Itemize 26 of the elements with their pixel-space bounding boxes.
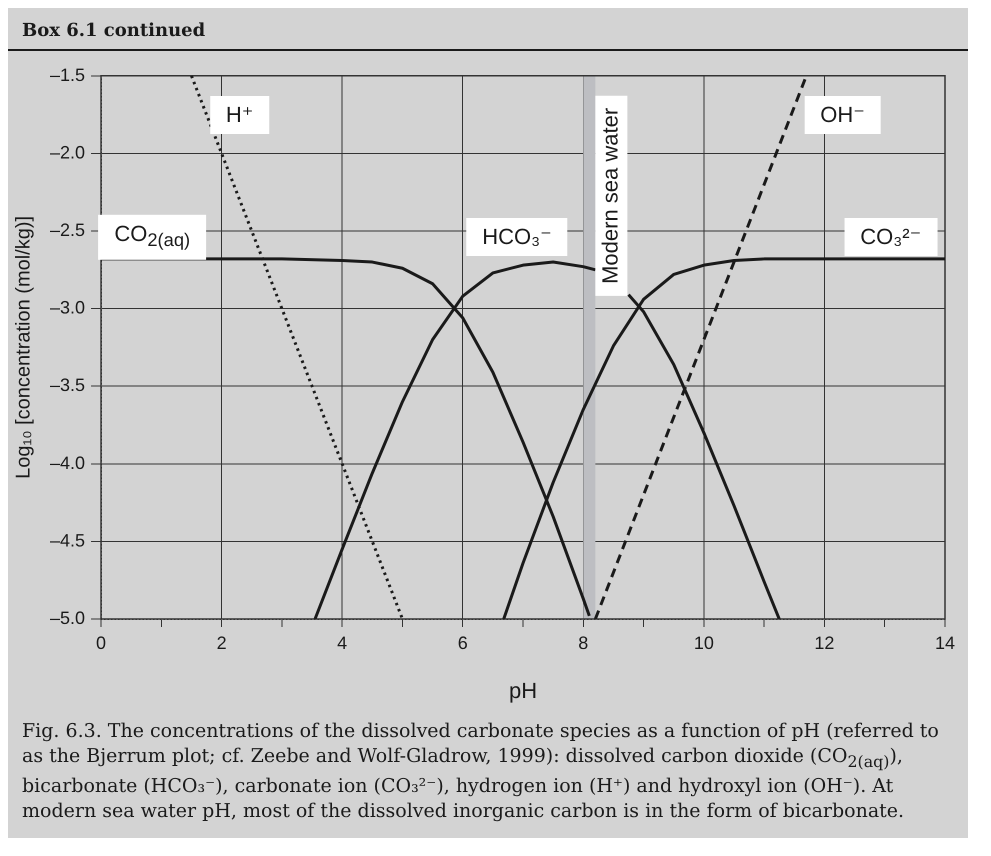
band-label: Modern sea water bbox=[597, 108, 622, 284]
x-tick-label: 6 bbox=[458, 632, 468, 653]
x-tick-label: 8 bbox=[578, 632, 588, 653]
series-label: HCO₃⁻ bbox=[466, 218, 568, 256]
y-tick-label: –2.5 bbox=[50, 220, 86, 240]
x-tick-label: 4 bbox=[337, 632, 348, 653]
y-tick-label: –3.0 bbox=[50, 298, 86, 318]
x-tick-label: 10 bbox=[694, 632, 714, 653]
y-tick-label: –4.5 bbox=[50, 530, 86, 550]
y-axis-title: Log₁₀ [concentration (mol/kg)] bbox=[12, 216, 35, 479]
series-label: H⁺ bbox=[210, 96, 270, 134]
y-tick-label: –4.0 bbox=[50, 452, 86, 473]
x-tick-label: 0 bbox=[96, 632, 106, 653]
y-tick-label: –1.5 bbox=[50, 64, 86, 85]
chart-title: Box 6.1 continued bbox=[8, 8, 968, 51]
x-tick-label: 2 bbox=[216, 632, 227, 653]
x-tick-label: 14 bbox=[934, 632, 956, 653]
x-tick-label: 12 bbox=[814, 632, 834, 653]
x-axis-title: pH bbox=[508, 678, 538, 703]
series-label: CO₃²⁻ bbox=[844, 218, 938, 256]
y-tick-label: –5.0 bbox=[50, 608, 86, 628]
y-tick-label: –2.0 bbox=[50, 142, 86, 162]
caption: Fig. 6.3. The concentrations of the dissolved carbonate species as a function of pH (referred to as the Bjerrum plot; cf. Zeebe and Wolf-Gladrow, 1999): dissolved carbon dioxide (CO$_{2(aq)}$), bicarbonate (HCO₃⁻), carbonate ion (CO₃²⁻), hydrogen ion (H⁺) and hydroxyl ion (OH⁻). At modern sea water pH, most of the dissolved inorganic carbon is in the form of bicarbonate. bbox=[22, 719, 940, 824]
y-tick-label: –3.5 bbox=[50, 375, 86, 396]
series-label: CO$_{2(aq)}$ bbox=[98, 215, 206, 260]
series-label: OH⁻ bbox=[804, 96, 881, 134]
